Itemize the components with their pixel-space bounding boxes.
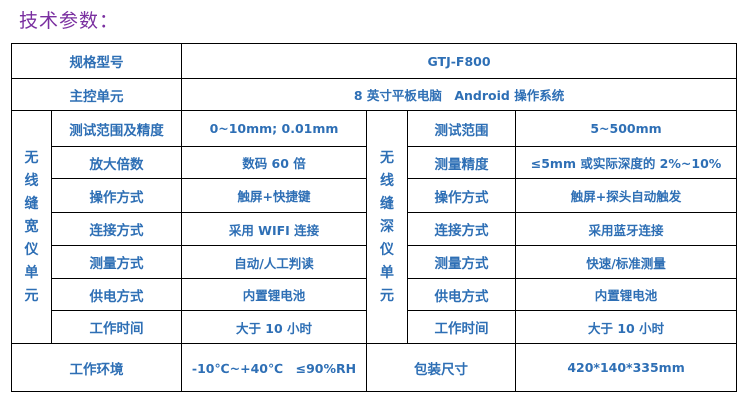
spec-row: 测量方式 自动/人工判读 测量方式 快速/标准测量 xyxy=(12,245,738,279)
environment-row: 工作环境 -10℃~+40℃ ≤90%RH 包装尺寸 420*140*335mm xyxy=(11,343,738,392)
width-param-value: 大于 10 小时 xyxy=(181,310,367,344)
package-value: 420*140*335mm xyxy=(514,343,738,392)
main-unit-value: 8 英寸平板电脑 Android 操作系统 xyxy=(180,78,738,111)
depth-param-value: ≤5mm 或实际深度的 2%~10% xyxy=(514,146,738,179)
width-unit-char: 元 xyxy=(24,287,39,304)
depth-unit-char: 线 xyxy=(380,172,394,189)
depth-unit-char: 无 xyxy=(380,149,394,166)
depth-param-value: 5~500mm xyxy=(514,110,738,147)
spec-row: 供电方式 内置锂电池 供电方式 内置锂电池 xyxy=(12,278,738,311)
depth-param-value: 触屏+探头自动触发 xyxy=(514,178,738,213)
width-unit-char: 仪 xyxy=(24,241,39,258)
width-unit-name: 无线缝宽仪单元 xyxy=(11,110,52,344)
width-param-value: 自动/人工判读 xyxy=(181,245,367,279)
package-label: 包装尺寸 xyxy=(366,343,516,392)
main-unit-row: 主控单元 8 英寸平板电脑 Android 操作系统 xyxy=(11,78,738,111)
depth-unit-char: 深 xyxy=(380,218,394,235)
depth-param-value: 采用蓝牙连接 xyxy=(514,212,738,246)
depth-unit-char: 元 xyxy=(380,287,394,304)
width-unit-char: 线 xyxy=(24,172,39,189)
width-param-value: 0~10mm; 0.01mm xyxy=(181,110,367,147)
width-unit-char: 宽 xyxy=(24,218,39,235)
width-param-value: 采用 WIFI 连接 xyxy=(181,212,367,246)
spec-row: 无线缝宽仪单元测试范围及精度 0~10mm; 0.01mm 无线缝深仪单元测试范围 5… xyxy=(11,110,738,344)
depth-param-label: 工作时间 xyxy=(407,310,516,344)
width-param-label: 操作方式 xyxy=(51,178,182,213)
depth-param-label: 操作方式 xyxy=(407,178,516,213)
depth-param-label: 测量精度 xyxy=(407,146,516,179)
depth-unit-char: 仪 xyxy=(380,241,394,258)
spec-row: 工作时间 大于 10 小时 工作时间 大于 10 小时 xyxy=(12,310,738,344)
section-title: 技术参数： xyxy=(19,10,120,32)
width-param-value: 内置锂电池 xyxy=(181,278,367,311)
depth-param-label: 供电方式 xyxy=(407,278,516,311)
width-unit-char: 缝 xyxy=(24,195,39,212)
width-param-value: 数码 60 倍 xyxy=(181,146,367,179)
width-param-label: 连接方式 xyxy=(51,212,182,246)
width-param-label: 供电方式 xyxy=(51,278,182,311)
width-param-value: 触屏+快捷键 xyxy=(181,178,367,213)
depth-unit-char: 单 xyxy=(380,264,394,281)
depth-param-label: 连接方式 xyxy=(407,212,516,246)
spec-table: 规格型号 GTJ-F800 主控单元 8 英寸平板电脑 Android 操作系统… xyxy=(11,43,738,392)
depth-param-label: 测试范围 xyxy=(407,110,516,147)
main-unit-label: 主控单元 xyxy=(11,78,182,111)
width-unit-char: 单 xyxy=(24,264,39,281)
depth-param-label: 测量方式 xyxy=(407,245,516,279)
spec-row: 放大倍数 数码 60 倍 测量精度 ≤5mm 或实际深度的 2%~10% xyxy=(12,146,738,179)
model-row: 规格型号 GTJ-F800 xyxy=(11,43,738,79)
spec-row: 操作方式 触屏+快捷键 操作方式 触屏+探头自动触发 xyxy=(12,178,738,213)
width-param-label: 工作时间 xyxy=(51,310,182,344)
model-value: GTJ-F800 xyxy=(180,43,738,79)
depth-param-value: 内置锂电池 xyxy=(514,278,738,311)
width-param-label: 测试范围及精度 xyxy=(51,110,182,147)
width-param-label: 放大倍数 xyxy=(51,146,182,179)
depth-unit-name: 无线缝深仪单元 xyxy=(366,110,408,344)
environment-label: 工作环境 xyxy=(11,343,182,392)
width-param-label: 测量方式 xyxy=(51,245,182,279)
depth-param-value: 大于 10 小时 xyxy=(514,310,738,344)
model-label: 规格型号 xyxy=(11,43,182,79)
spec-row: 连接方式 采用 WIFI 连接 连接方式 采用蓝牙连接 xyxy=(12,212,738,246)
width-unit-char: 无 xyxy=(24,149,39,166)
depth-param-value: 快速/标准测量 xyxy=(514,245,738,279)
environment-value: -10℃~+40℃ ≤90%RH xyxy=(181,343,367,392)
depth-unit-char: 缝 xyxy=(380,195,394,212)
